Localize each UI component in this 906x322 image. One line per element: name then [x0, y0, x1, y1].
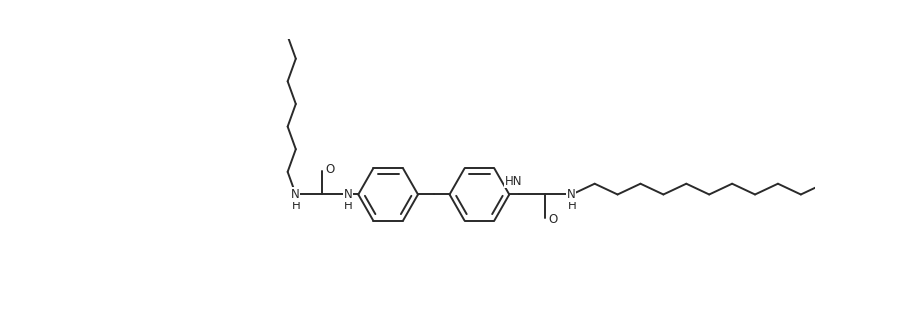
Text: O: O: [548, 213, 558, 226]
Text: N: N: [343, 188, 352, 201]
Text: N: N: [566, 188, 575, 201]
Text: HN: HN: [505, 175, 523, 187]
Text: H: H: [292, 199, 300, 212]
Text: N: N: [291, 188, 300, 201]
Text: H: H: [344, 199, 352, 212]
Text: H: H: [567, 199, 576, 212]
Text: O: O: [325, 163, 334, 176]
